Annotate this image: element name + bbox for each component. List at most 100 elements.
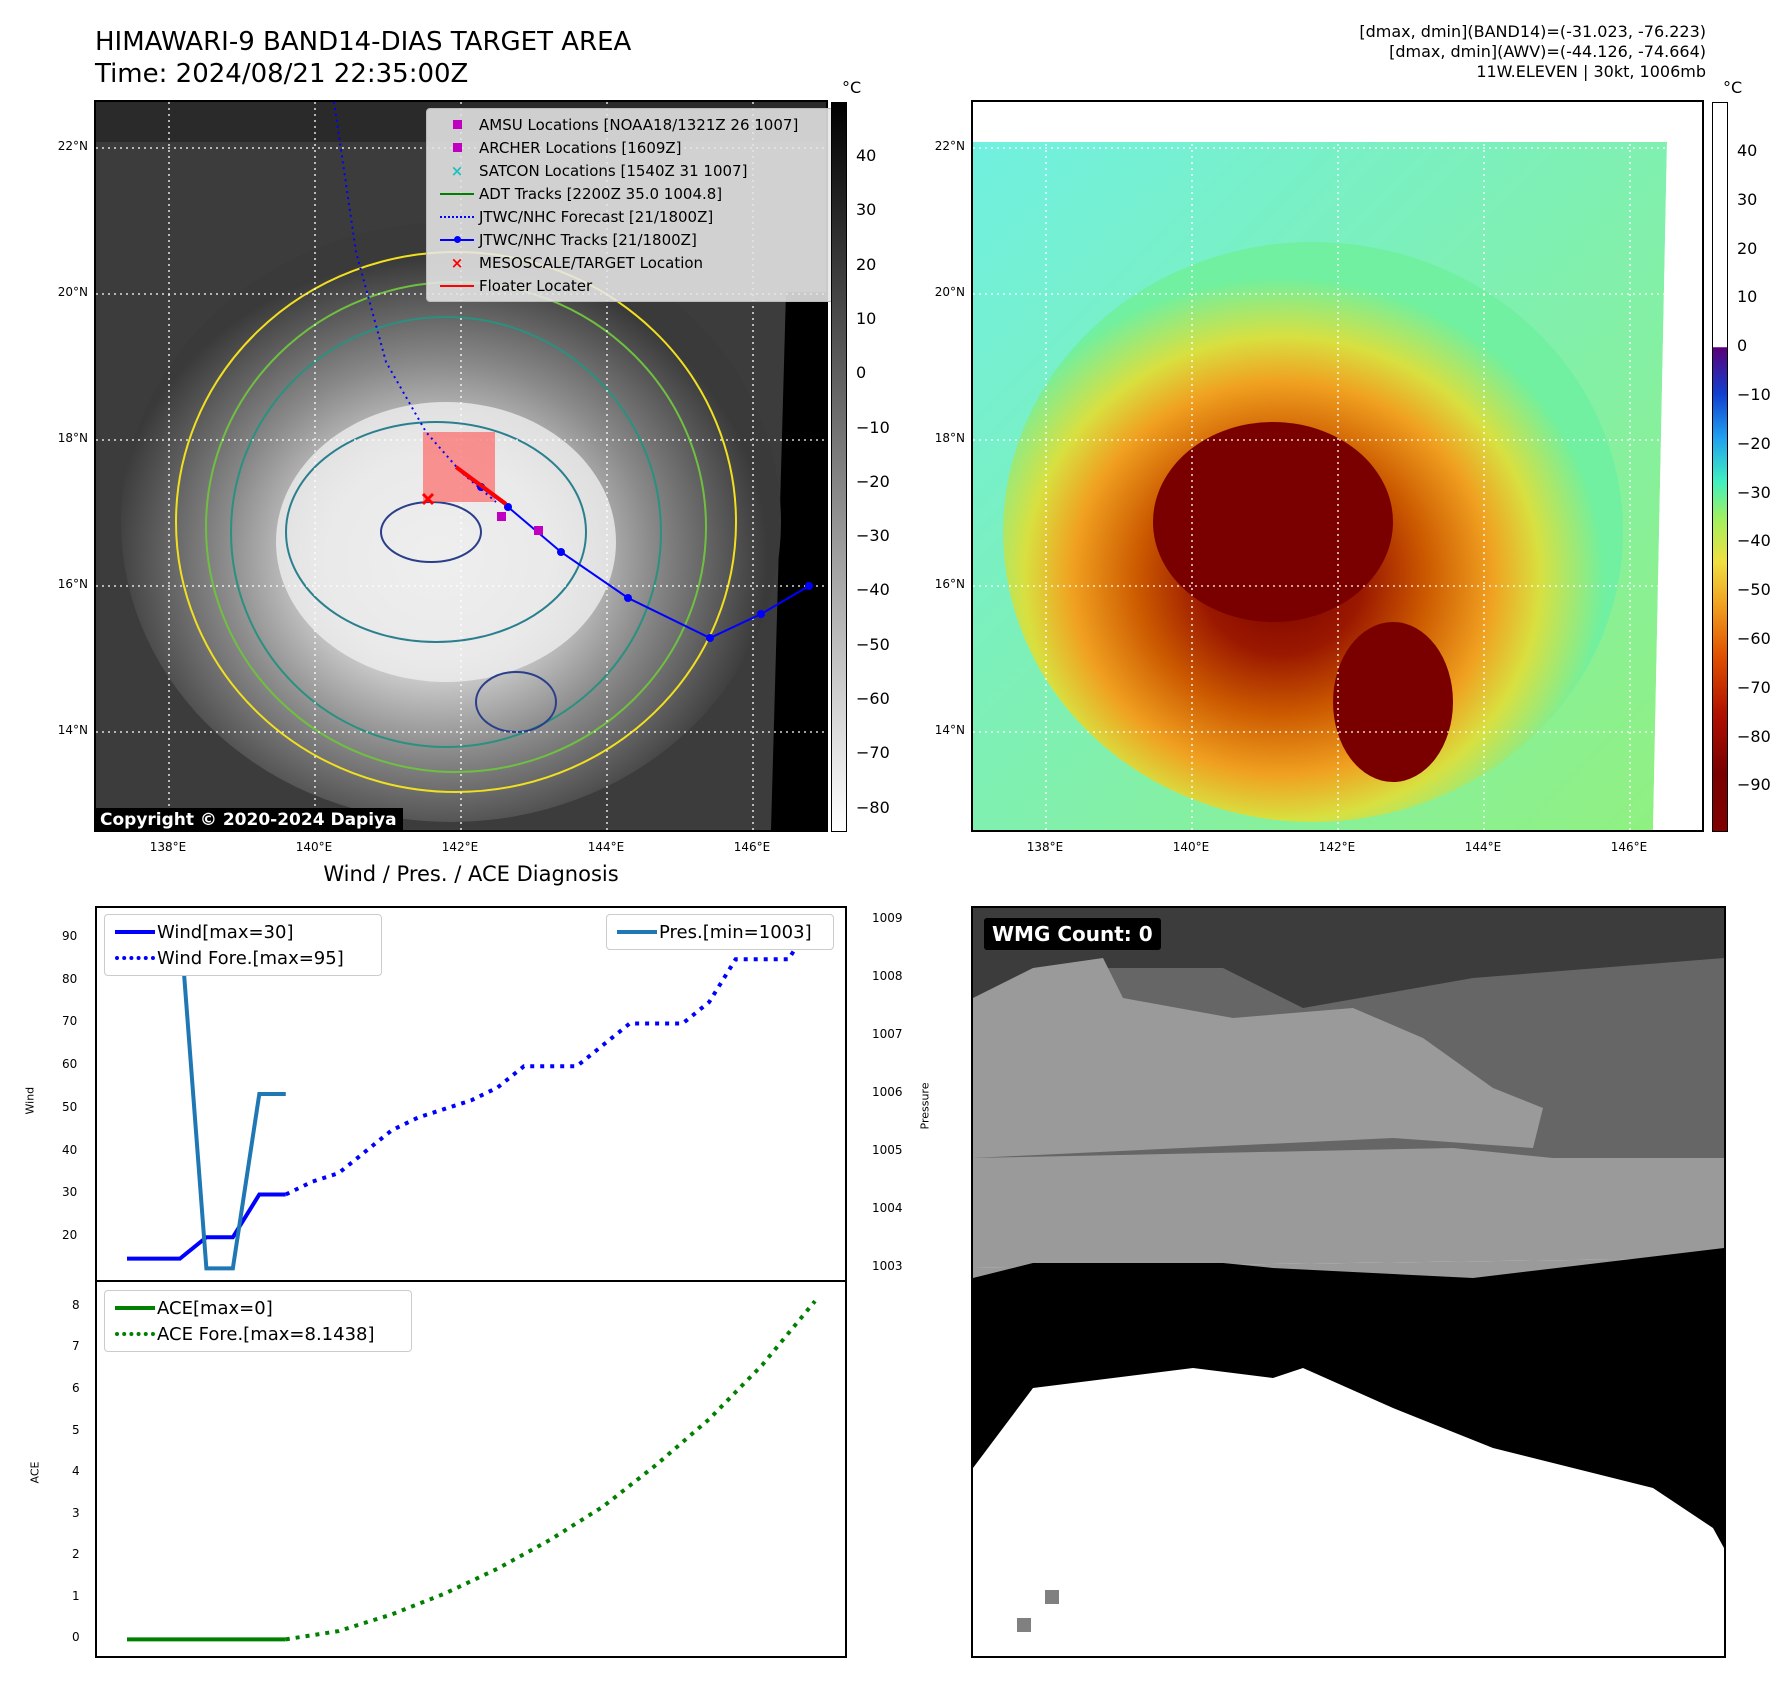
colorbar-tick-label: −20 [856,471,890,491]
pressure-tick-label: 1003 [872,1259,903,1274]
legend-item-forecast: JTWC/NHC Forecast [21/1800Z] [435,205,825,228]
title-line-1: HIMAWARI-9 BAND14-DIAS TARGET AREA [95,27,632,57]
diagnosis-title: Wind / Pres. / ACE Diagnosis [323,862,619,886]
colorbar-tick-label: −60 [856,689,890,708]
colorbar-tick-label: −50 [1737,580,1771,600]
awv-map-svg [973,102,1702,830]
wind-legend: Wind[max=30] Wind Fore.[max=95] [104,914,382,976]
ace-tick-label: 0 [72,1630,80,1645]
wmg-panel [971,906,1726,1658]
wind-tick-label: 30 [62,1185,78,1200]
map-legend: AMSU Locations [NOAA18/1321Z 26 1007] AR… [426,108,834,302]
wmg-white-region [973,1368,1724,1656]
colorbar-tick-label: 40 [856,146,877,165]
floater-locater-line [454,465,508,506]
ace-tick-label: 5 [72,1422,80,1437]
wmg-black-region [973,1248,1724,1508]
stats-line-3: 11W.ELEVEN | 30kt, 1006mb [1476,62,1706,81]
legend-item-amsu: AMSU Locations [NOAA18/1321Z 26 1007] [435,113,825,136]
wind-tick-label: 60 [62,1057,78,1072]
colorbar-tick-label: 40 [1737,141,1758,160]
lat-label: 18°N [57,431,88,445]
wind-tick-label: 40 [62,1142,78,1157]
pressure-tick-label: 1004 [872,1201,903,1216]
wmg-svg [973,908,1724,1656]
ace-legend: ACE[max=0] ACE Fore.[max=8.1438] [104,1290,412,1352]
lat-label: 22°N [934,139,965,153]
lat-label: 14°N [57,723,88,737]
pressure-tick-label: 1008 [872,968,903,983]
colorbar-tick-label: −30 [856,526,890,546]
wmg-light-gray-region [973,958,1543,1158]
legend-item-floater: Floater Locater [435,274,825,297]
no-data-region [771,292,826,830]
lat-label: 14°N [934,723,965,737]
awv-gridlines [973,102,1702,830]
pressure-tick-label: 1007 [872,1026,903,1041]
lat-label: 20°N [57,285,88,299]
wind-series-line [127,1192,286,1261]
wind-forecast-series-line [284,915,817,1197]
amsu-marker [497,512,506,521]
awv-map-panel [971,100,1704,832]
lon-label: 144°E [1464,840,1502,854]
legend-item-wind: Wind[max=30] [113,919,373,945]
stats-line-1: [dmax, dmin](BAND14)=(-31.023, -76.223) [1359,22,1706,41]
legend-item-pressure: Pres.[min=1003] [615,919,825,945]
colorbar-tick-label: −30 [1737,482,1771,502]
colorbar-tick-label: 30 [856,200,877,220]
ace-forecast-series-line [285,1299,817,1642]
ace-tick-label: 8 [72,1297,80,1312]
colorbar-tick-label: −80 [1737,726,1771,746]
ace-tick-label: 6 [72,1381,80,1396]
pressure-axis-label: Pressure [918,1082,932,1130]
legend-item-wind-forecast: Wind Fore.[max=95] [113,945,373,971]
colorbar-tick-label: −10 [1737,385,1771,404]
colorbar-tick-label: −40 [856,580,890,600]
lon-label: 138°E [149,840,187,854]
ace-tick-label: 7 [72,1339,80,1354]
colorbar-tick-label: 0 [856,363,867,383]
title-line-2: Time: 2024/08/21 22:35:00Z [95,59,469,89]
lon-label: 140°E [1172,840,1210,854]
colorbar-tick-label: −10 [856,417,890,437]
colorbar-unit: °C [1723,78,1743,97]
contour-teal [230,316,662,748]
copyright-badge: Copyright © 2020-2024 Dapiya [94,808,403,832]
legend-item-adt: ADT Tracks [2200Z 35.0 1004.8] [435,182,825,205]
colorbar-tick-label: 0 [1737,336,1748,356]
lat-label: 16°N [934,577,965,591]
ace-tick-label: 4 [72,1464,80,1479]
archer-marker [534,526,543,535]
colorbar-tick-label: −20 [1737,433,1771,453]
stats-block: [dmax, dmin](BAND14)=(-31.023, -76.223) … [1359,22,1706,82]
colorbar-tick-label: −50 [856,634,890,654]
lon-label: 146°E [733,840,771,854]
stats-line-2: [dmax, dmin](AWV)=(-44.126, -74.664) [1389,42,1706,61]
forecast-track [333,102,497,503]
colorbar-tick-label: 20 [856,254,877,274]
lon-label: 142°E [1318,840,1356,854]
target-marker [421,492,435,506]
lat-label: 16°N [57,577,88,591]
wind-tick-label: 80 [62,971,78,986]
pressure-legend: Pres.[min=1003] [606,914,834,950]
legend-item-ace-forecast: ACE Fore.[max=8.1438] [113,1321,403,1347]
colorbar-tick-label: −70 [856,743,890,763]
lon-label: 146°E [1610,840,1648,854]
wind-tick-label: 50 [62,1099,78,1114]
legend-item-ace: ACE[max=0] [113,1295,403,1321]
lon-label: 144°E [587,840,625,854]
colorbar-tick-label: −80 [856,797,890,817]
legend-item-tracks: JTWC/NHC Tracks [21/1800Z] [435,228,825,251]
lat-label: 18°N [934,431,965,445]
legend-item-target: × MESOSCALE/TARGET Location [450,253,704,272]
colorbar-tick-label: −70 [1737,677,1771,697]
pressure-tick-label: 1009 [872,910,903,925]
ace-tick-label: 1 [72,1588,80,1603]
legend-item-archer: ARCHER Locations [1609Z] [435,136,825,159]
wind-axis-label: Wind [23,1086,37,1115]
legend-item-satcon: × SATCON Locations [1540Z 31 1007] [450,161,748,180]
pressure-tick-label: 1005 [872,1143,903,1158]
lon-label: 138°E [1026,840,1064,854]
